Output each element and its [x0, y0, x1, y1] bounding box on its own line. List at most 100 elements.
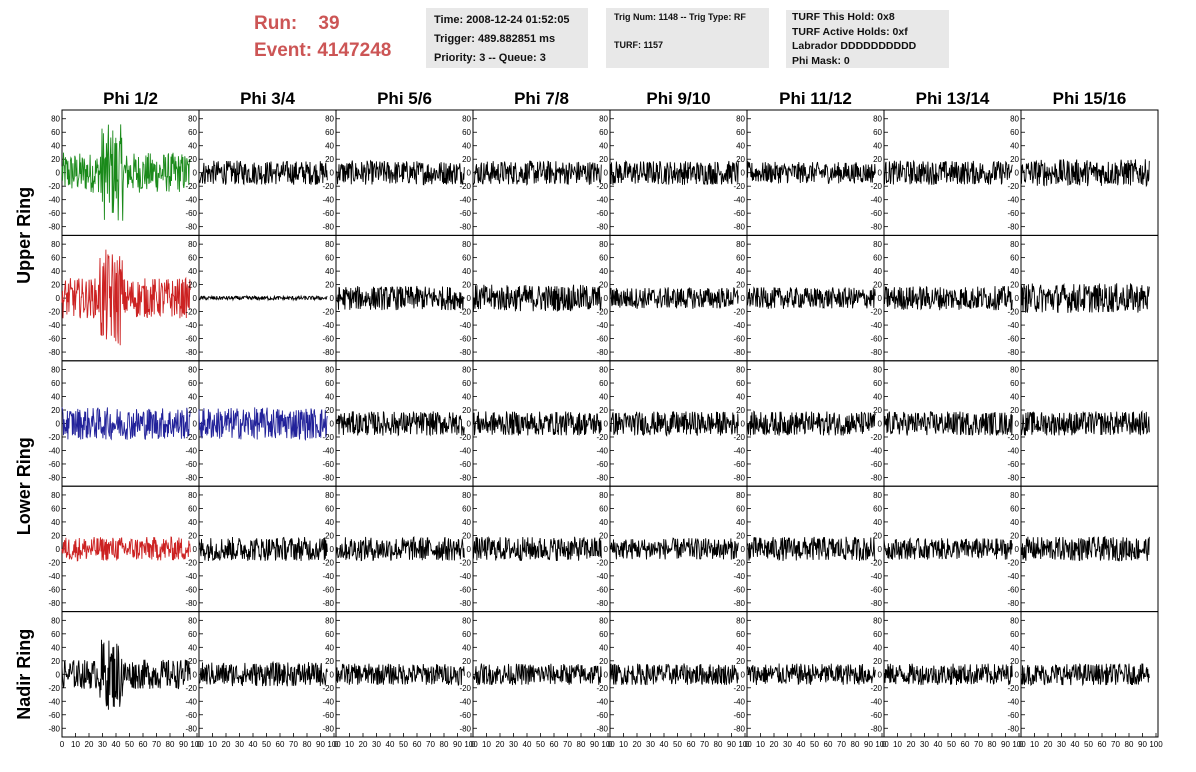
x-tick-label: 40	[660, 740, 669, 749]
y-tick-label: -40	[1007, 321, 1019, 330]
y-tick-label: -20	[870, 558, 882, 567]
waveform-trace	[1020, 663, 1150, 687]
y-tick-label: 20	[462, 281, 471, 290]
y-tick-label: 0	[193, 420, 198, 429]
y-tick-label: 80	[1010, 616, 1019, 625]
waveform-trace	[472, 160, 602, 186]
y-tick-label: 40	[325, 393, 334, 402]
x-tick-label: 30	[920, 740, 929, 749]
y-tick-label: 0	[1015, 670, 1020, 679]
y-tick-label: -40	[870, 697, 882, 706]
x-tick-label: 30	[646, 740, 655, 749]
y-tick-label: -20	[459, 433, 471, 442]
y-tick-label: -60	[870, 711, 882, 720]
y-tick-label: -60	[322, 209, 334, 218]
y-tick-label: -20	[870, 684, 882, 693]
y-tick-label: 40	[188, 518, 197, 527]
y-tick-label: -20	[870, 433, 882, 442]
x-tick-label: 70	[152, 740, 161, 749]
y-tick-label: -80	[322, 724, 334, 733]
y-tick-label: -60	[870, 585, 882, 594]
phi-mask-text: Phi Mask: 0	[792, 54, 850, 67]
y-tick-label: -80	[733, 599, 745, 608]
y-tick-label: 60	[325, 504, 334, 513]
x-tick-label: 0	[1019, 740, 1024, 749]
y-tick-label: 20	[51, 406, 60, 415]
y-tick-label: 0	[193, 294, 198, 303]
y-tick-label: 20	[188, 155, 197, 164]
y-tick-label: -80	[1007, 473, 1019, 482]
y-tick-label: 40	[1010, 518, 1019, 527]
x-tick-label: 100	[601, 740, 615, 749]
y-tick-label: 20	[736, 155, 745, 164]
y-tick-label: -80	[459, 599, 471, 608]
y-tick-label: 80	[599, 115, 608, 124]
y-tick-label: 60	[599, 379, 608, 388]
y-tick-label: -20	[1007, 558, 1019, 567]
y-tick-label: 40	[325, 518, 334, 527]
y-tick-label: 20	[599, 406, 608, 415]
y-tick-label: 80	[325, 366, 334, 375]
y-tick-label: 0	[193, 670, 198, 679]
x-tick-label: 80	[577, 740, 586, 749]
y-tick-label: 60	[1010, 128, 1019, 137]
y-tick-label: -40	[48, 196, 60, 205]
y-tick-label: 40	[736, 643, 745, 652]
y-tick-label: 60	[736, 630, 745, 639]
y-tick-label: 20	[1010, 155, 1019, 164]
y-tick-label: 80	[736, 366, 745, 375]
x-tick-label: 0	[197, 740, 202, 749]
y-tick-label: -80	[322, 599, 334, 608]
y-tick-label: 60	[325, 379, 334, 388]
x-tick-label: 70	[837, 740, 846, 749]
x-tick-label: 70	[289, 740, 298, 749]
y-tick-label: 40	[325, 267, 334, 276]
y-tick-label: 80	[873, 240, 882, 249]
y-tick-label: -80	[322, 223, 334, 232]
y-tick-label: 60	[325, 128, 334, 137]
x-tick-label: 50	[673, 740, 682, 749]
y-tick-label: 60	[325, 630, 334, 639]
y-tick-label: 40	[325, 643, 334, 652]
y-tick-label: 60	[51, 128, 60, 137]
y-tick-label: 20	[51, 531, 60, 540]
y-tick-label: -40	[459, 697, 471, 706]
y-tick-label: 20	[873, 281, 882, 290]
x-tick-label: 70	[426, 740, 435, 749]
y-tick-label: -40	[1007, 697, 1019, 706]
y-tick-label: -40	[48, 446, 60, 455]
x-tick-label: 90	[179, 740, 188, 749]
y-tick-label: -60	[459, 460, 471, 469]
x-tick-label: 10	[71, 740, 80, 749]
y-tick-label: 0	[1015, 294, 1020, 303]
x-tick-label: 40	[1071, 740, 1080, 749]
x-tick-label: 30	[98, 740, 107, 749]
y-tick-label: 60	[462, 128, 471, 137]
waveform-trace	[198, 294, 328, 302]
column-header: Phi 15/16	[1053, 89, 1127, 108]
y-tick-label: -20	[870, 182, 882, 191]
y-tick-label: 40	[873, 518, 882, 527]
waveform-trace	[1020, 159, 1150, 188]
y-tick-label: 20	[599, 657, 608, 666]
y-tick-label: -80	[1007, 724, 1019, 733]
ring-label: Lower Ring	[14, 437, 34, 535]
run-label: Run:	[254, 13, 298, 34]
y-tick-label: -60	[459, 585, 471, 594]
y-tick-label: 0	[330, 294, 335, 303]
y-tick-label: 80	[873, 366, 882, 375]
y-tick-label: 80	[599, 491, 608, 500]
y-tick-label: -60	[870, 335, 882, 344]
y-tick-label: -80	[459, 223, 471, 232]
y-tick-label: -80	[185, 599, 197, 608]
waveform-trace	[609, 160, 739, 186]
x-tick-label: 90	[590, 740, 599, 749]
y-tick-label: 60	[736, 254, 745, 263]
y-tick-label: 20	[51, 281, 60, 290]
y-tick-label: 40	[873, 142, 882, 151]
turf-text: TURF: 1157	[614, 40, 664, 50]
y-tick-label: 40	[462, 267, 471, 276]
x-tick-label: 60	[961, 740, 970, 749]
x-tick-label: 100	[464, 740, 478, 749]
y-tick-label: 0	[330, 670, 335, 679]
